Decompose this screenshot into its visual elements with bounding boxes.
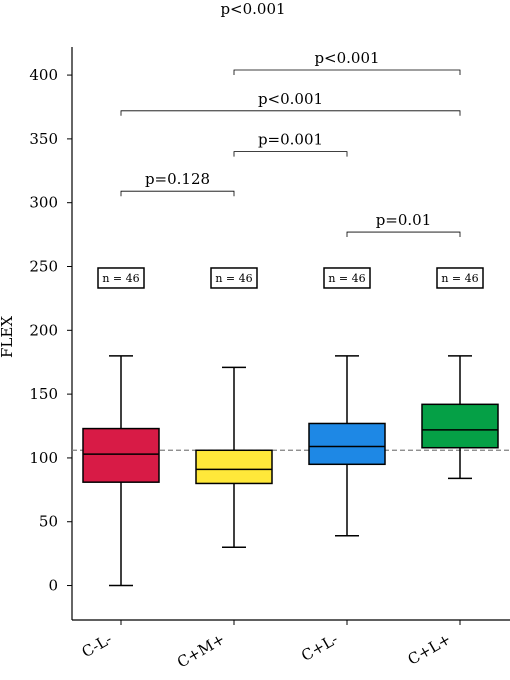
box-c-l-: n = 46 C+L- <box>298 267 386 665</box>
y-tick-label: 100 <box>29 449 58 467</box>
y-tick-label: 50 <box>39 513 58 531</box>
x-tick-label: C+L- <box>298 630 341 665</box>
p-value-label: p=0.01 <box>376 211 432 229</box>
n-label-box <box>323 267 371 289</box>
y-tick-label: 0 <box>48 577 58 595</box>
plot-area: 0 50 100 150 200 250 300 350 400 n = 46 C-L-n = 46… <box>29 47 510 671</box>
box-c-l-: n = 46 C+L+ <box>405 267 499 669</box>
n-label: n = 46 <box>102 272 139 285</box>
y-tick-label: 250 <box>29 258 58 276</box>
comparison-bracket: p<0.001 <box>233 49 461 75</box>
box-c-m-: n = 46 C+M+ <box>174 267 273 672</box>
p-value-label: p=0.001 <box>258 131 323 149</box>
x-tick-label: C+L+ <box>405 630 454 669</box>
comparison-bracket: p=0.001 <box>233 131 348 157</box>
p-value-label: p<0.001 <box>314 49 379 67</box>
y-tick-label: 400 <box>29 66 58 84</box>
iqr-box <box>421 403 499 449</box>
p-value-label: p=0.128 <box>145 170 210 188</box>
bracket-line <box>346 231 461 238</box>
box-c-l-: n = 46 C-L- <box>79 267 160 661</box>
iqr-box <box>82 427 160 483</box>
x-tick-label: C-L- <box>79 630 115 661</box>
y-tick-label: 150 <box>29 385 58 403</box>
n-label: n = 46 <box>215 272 252 285</box>
y-axis-label: FLEX <box>0 316 16 358</box>
bracket-line <box>120 190 235 197</box>
y-tick-label: 200 <box>29 321 58 339</box>
bracket-line <box>233 69 461 75</box>
bracket-line <box>120 110 461 116</box>
iqr-box <box>195 449 273 485</box>
iqr-box <box>308 422 386 466</box>
x-tick-label: C+M+ <box>174 630 228 672</box>
comparison-bracket: p<0.001 <box>120 90 461 116</box>
n-label: n = 46 <box>441 272 478 285</box>
y-tick-label: 300 <box>29 194 58 212</box>
n-label-box <box>436 267 484 289</box>
n-label-box <box>210 267 258 289</box>
comparison-bracket: p=0.01 <box>346 211 461 238</box>
n-label-box <box>97 267 145 289</box>
chart-title: p<0.001 <box>220 0 285 18</box>
comparison-bracket: p=0.128 <box>120 170 235 197</box>
bracket-line <box>233 151 348 157</box>
n-label: n = 46 <box>328 272 365 285</box>
p-value-label: p<0.001 <box>258 90 323 108</box>
y-tick-label: 350 <box>29 130 58 148</box>
